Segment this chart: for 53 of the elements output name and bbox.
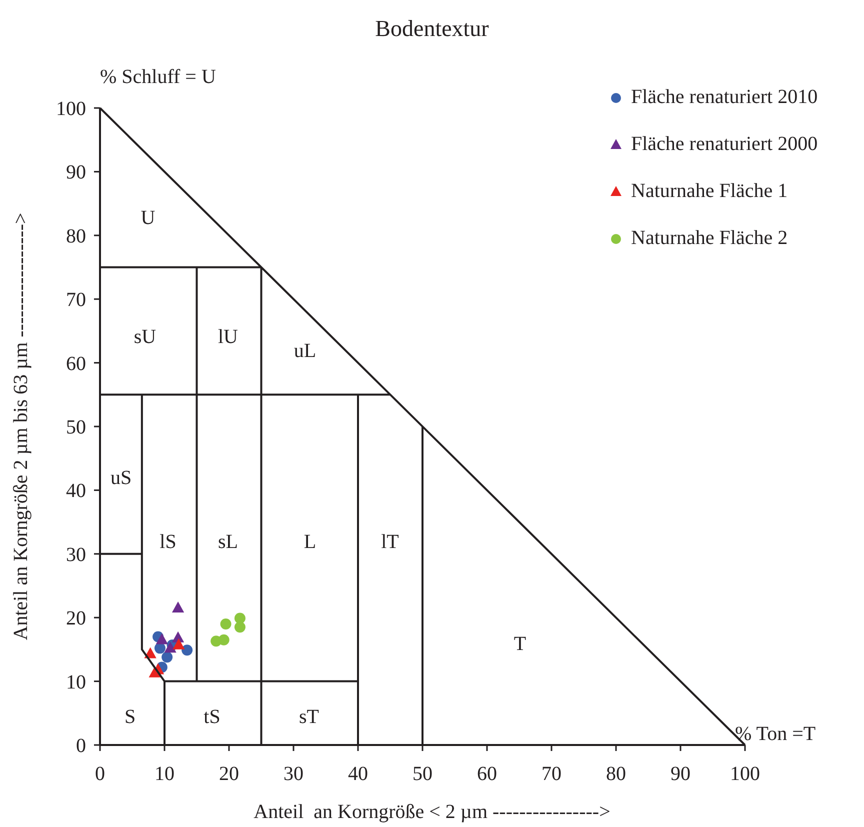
x-tick-label: 100 xyxy=(730,763,760,785)
legend-label: Fläche renaturiert 2010 xyxy=(631,86,818,108)
y-tick-label: 60 xyxy=(66,352,86,375)
annotation: T xyxy=(514,633,526,655)
legend-label: Naturnahe Fläche 1 xyxy=(631,180,788,202)
chart-title: Bodentextur xyxy=(375,16,490,41)
point xyxy=(234,622,246,633)
x-tick-label: 60 xyxy=(477,763,497,785)
y-tick-label: 0 xyxy=(76,735,86,757)
y-tick-label: 30 xyxy=(66,544,86,566)
x-tick-label: 20 xyxy=(219,763,239,785)
legend-label: Naturnahe Fläche 2 xyxy=(631,227,788,249)
x-tick-label: 70 xyxy=(542,763,562,785)
annotation: tS xyxy=(204,706,220,728)
legend-label: Fläche renaturiert 2000 xyxy=(631,133,818,155)
annotation: uS xyxy=(110,467,132,489)
y-tick-label: 20 xyxy=(66,608,86,630)
y-tick-label: 70 xyxy=(66,289,86,312)
annotation: sL xyxy=(218,531,238,553)
y-tick-label: 100 xyxy=(56,98,86,120)
x-tick-label: 80 xyxy=(606,763,626,785)
y-tick-label: 80 xyxy=(66,225,86,248)
point xyxy=(172,638,185,650)
annotation: S xyxy=(124,706,136,728)
annotation: sT xyxy=(299,706,319,728)
annotation: % Schluff = U xyxy=(100,66,216,88)
annotation: % Ton =T xyxy=(735,723,816,745)
annotation: sU xyxy=(134,326,157,348)
y-tick-label: 40 xyxy=(66,480,86,502)
annotation: U xyxy=(140,207,156,229)
x-tick-label: 50 xyxy=(412,763,432,785)
x-tick-label: 10 xyxy=(154,763,174,785)
y-tick-label: 10 xyxy=(66,671,86,694)
x-tick-label: 40 xyxy=(348,763,368,785)
point xyxy=(218,634,230,646)
y-tick-label: 90 xyxy=(66,162,86,184)
point xyxy=(164,642,176,653)
point xyxy=(172,601,184,612)
point xyxy=(182,644,193,656)
y-tick-label: 50 xyxy=(66,416,86,438)
y-axis-title: Anteil an Korngröße 2 µm bis 63 µm -----------------> xyxy=(10,212,32,640)
annotation: uL xyxy=(294,340,316,362)
point xyxy=(162,652,173,663)
x-tick-label: 30 xyxy=(284,763,304,785)
x-tick-label: 90 xyxy=(670,763,690,785)
annotation: lS xyxy=(160,531,176,553)
x-axis-title: Anteil an Korngröße < 2 µm ----------------> xyxy=(254,801,610,823)
annotation: lU xyxy=(218,326,239,348)
annotation: lT xyxy=(381,531,399,553)
annotation: L xyxy=(304,531,316,553)
point xyxy=(156,633,168,644)
x-tick-label: 0 xyxy=(95,763,105,785)
point xyxy=(220,618,232,630)
